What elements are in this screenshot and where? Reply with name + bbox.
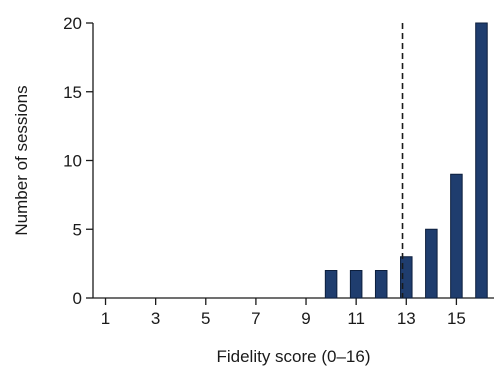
bar-score-12 xyxy=(374,270,388,299)
x-tick-label: 11 xyxy=(347,309,365,328)
y-tick-label: 10 xyxy=(63,152,82,171)
bar-score-16 xyxy=(475,22,488,299)
x-tick-label: 15 xyxy=(447,309,466,328)
bar-score-14 xyxy=(425,228,438,299)
bar-score-15 xyxy=(450,173,463,299)
y-tick-label: 5 xyxy=(73,220,82,239)
y-tick-label: 15 xyxy=(63,83,82,102)
y-tick-label: 0 xyxy=(73,289,82,308)
x-tick-label: 3 xyxy=(151,309,160,328)
y-tick-label: 20 xyxy=(63,14,82,33)
bar-score-10 xyxy=(324,270,338,299)
x-tick-label: 7 xyxy=(251,309,260,328)
x-axis-title: Fidelity score (0–16) xyxy=(216,347,370,366)
x-tick-label: 5 xyxy=(201,309,210,328)
x-tick-label: 9 xyxy=(301,309,310,328)
bar-score-13 xyxy=(400,256,413,299)
x-axis: 1 3 5 7 9 11 13 15 xyxy=(93,297,494,328)
bars xyxy=(324,22,488,299)
x-tick-label: 1 xyxy=(101,309,110,328)
y-axis: 0 5 10 15 20 xyxy=(63,14,94,308)
y-axis-title: Number of sessions xyxy=(12,85,31,235)
x-tick-label: 13 xyxy=(397,309,416,328)
bar-score-11 xyxy=(349,270,363,299)
